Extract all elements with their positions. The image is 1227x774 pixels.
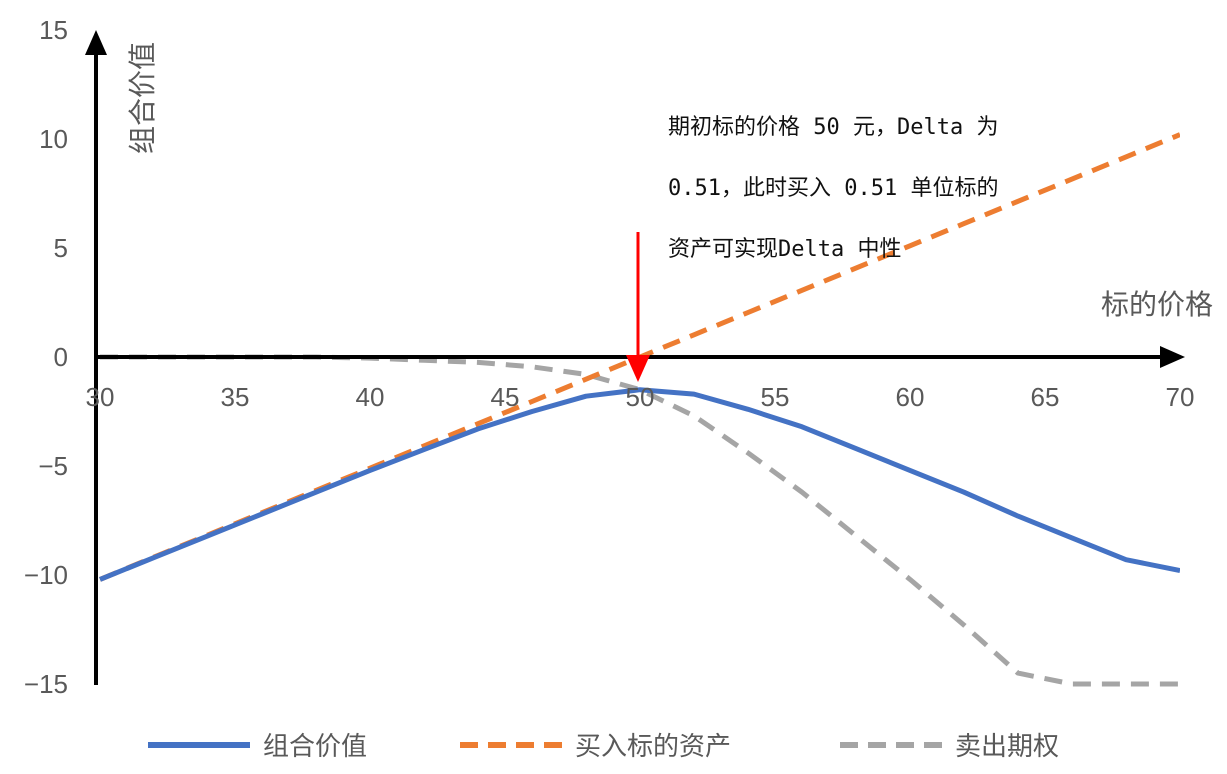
y-tick-label: −5	[38, 451, 68, 481]
y-tick-label: 10	[39, 124, 68, 154]
y-tick-label: 15	[39, 15, 68, 45]
legend-label-2: 买入标的资产	[575, 732, 731, 762]
annotation-line-2: 0.51，此时买入 0.51 单位标的	[668, 176, 998, 201]
y-axis-arrow-icon	[85, 30, 107, 55]
x-tick-label: 65	[1031, 382, 1060, 412]
annotation-line-1: 期初标的价格 50 元，Delta 为	[668, 115, 998, 140]
y-axis-title: 组合价值	[126, 42, 159, 154]
annotation-line-3: 资产可实现Delta 中性	[668, 237, 901, 262]
x-tick-label: 40	[356, 382, 385, 412]
legend-label-1: 组合价值	[263, 732, 367, 762]
y-tick-label: −10	[24, 560, 68, 590]
annotation-arrow	[626, 232, 650, 382]
x-tick-label: 45	[491, 382, 520, 412]
x-axis-arrow-icon	[1160, 346, 1185, 368]
x-tick-label: 35	[221, 382, 250, 412]
x-tick-label: 30	[86, 382, 115, 412]
x-axis-title: 标的价格	[1101, 288, 1213, 321]
y-tick-label: −15	[24, 669, 68, 699]
x-tick-label: 55	[761, 382, 790, 412]
x-tick-label: 50	[626, 382, 655, 412]
x-tick-labels: 30 35 40 45 50 55 60 65 70	[86, 382, 1195, 412]
annotation: 期初标的价格 50 元，Delta 为 0.51，此时买入 0.51 单位标的 …	[668, 115, 998, 262]
arrow-down-icon	[626, 355, 650, 382]
y-tick-labels: 15 10 5 0 −5 −10 −15	[24, 15, 68, 699]
y-tick-label: 5	[54, 233, 68, 263]
x-tick-label: 70	[1166, 382, 1195, 412]
y-tick-label: 0	[54, 342, 68, 372]
x-tick-label: 60	[896, 382, 925, 412]
series-line-1	[99, 387, 1180, 582]
legend: 组合价值 买入标的资产 卖出期权	[148, 732, 1059, 762]
legend-label-3: 卖出期权	[955, 732, 1059, 762]
